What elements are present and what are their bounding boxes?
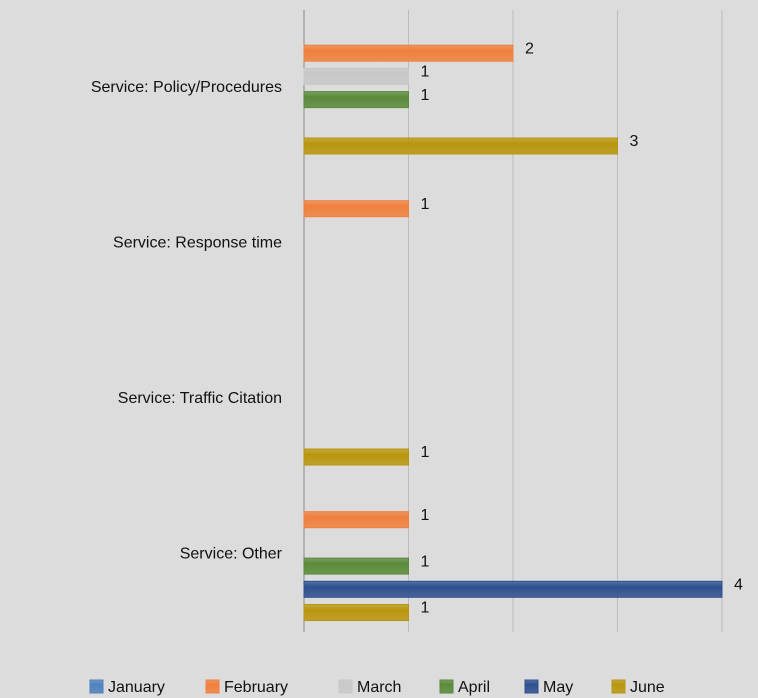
category-label: Service: Policy/Procedures [91,79,282,96]
data-label: 1 [421,87,430,104]
bar [303,448,409,466]
data-label: 1 [421,553,430,570]
bar [303,200,409,218]
legend-swatch [524,679,539,694]
bar [303,91,409,109]
legend-label: February [224,679,288,696]
data-label: 1 [421,444,430,461]
bar [303,511,409,529]
legend-label: April [458,679,490,696]
legend-label: January [108,679,165,696]
legend-swatch [338,679,353,694]
bar [303,604,409,621]
data-label: 3 [630,133,639,150]
data-label: 1 [421,507,430,524]
category-label: Service: Response time [113,234,282,251]
bar [303,44,514,62]
category-label: Service: Traffic Citation [118,390,282,407]
legend-label: May [543,679,573,696]
data-label: 1 [421,196,430,213]
bar [303,557,409,575]
legend-swatch [439,679,454,694]
category-label: Service: Other [180,545,283,562]
bar [303,580,723,598]
bar [303,137,618,155]
legend-label: March [357,679,401,696]
legend-swatch [205,679,220,694]
legend-swatch [89,679,104,694]
data-label: 1 [421,64,430,81]
data-label: 1 [421,600,430,617]
legend-swatch [611,679,626,694]
bar [303,67,409,85]
data-label: 4 [734,577,743,594]
legend-label: June [630,679,665,696]
data-label: 2 [525,40,534,57]
